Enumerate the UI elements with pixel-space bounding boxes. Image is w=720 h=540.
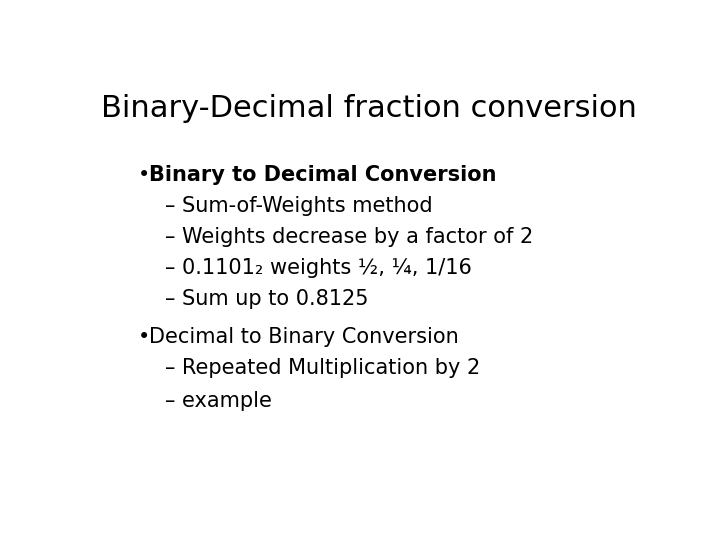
Text: – Weights decrease by a factor of 2: – Weights decrease by a factor of 2: [166, 227, 534, 247]
Text: Binary-Decimal fraction conversion: Binary-Decimal fraction conversion: [101, 94, 637, 123]
Text: – example: – example: [166, 391, 272, 411]
Text: – Sum-of-Weights method: – Sum-of-Weights method: [166, 196, 433, 216]
Text: – Repeated Multiplication by 2: – Repeated Multiplication by 2: [166, 358, 480, 378]
Text: Decimal to Binary Conversion: Decimal to Binary Conversion: [148, 327, 459, 347]
Text: •: •: [138, 327, 150, 347]
Text: Binary to Decimal Conversion: Binary to Decimal Conversion: [148, 165, 496, 185]
Text: – Sum up to 0.8125: – Sum up to 0.8125: [166, 289, 369, 309]
Text: – 0.1101₂ weights ½, ¼, 1/16: – 0.1101₂ weights ½, ¼, 1/16: [166, 258, 472, 278]
Text: •: •: [138, 165, 150, 185]
